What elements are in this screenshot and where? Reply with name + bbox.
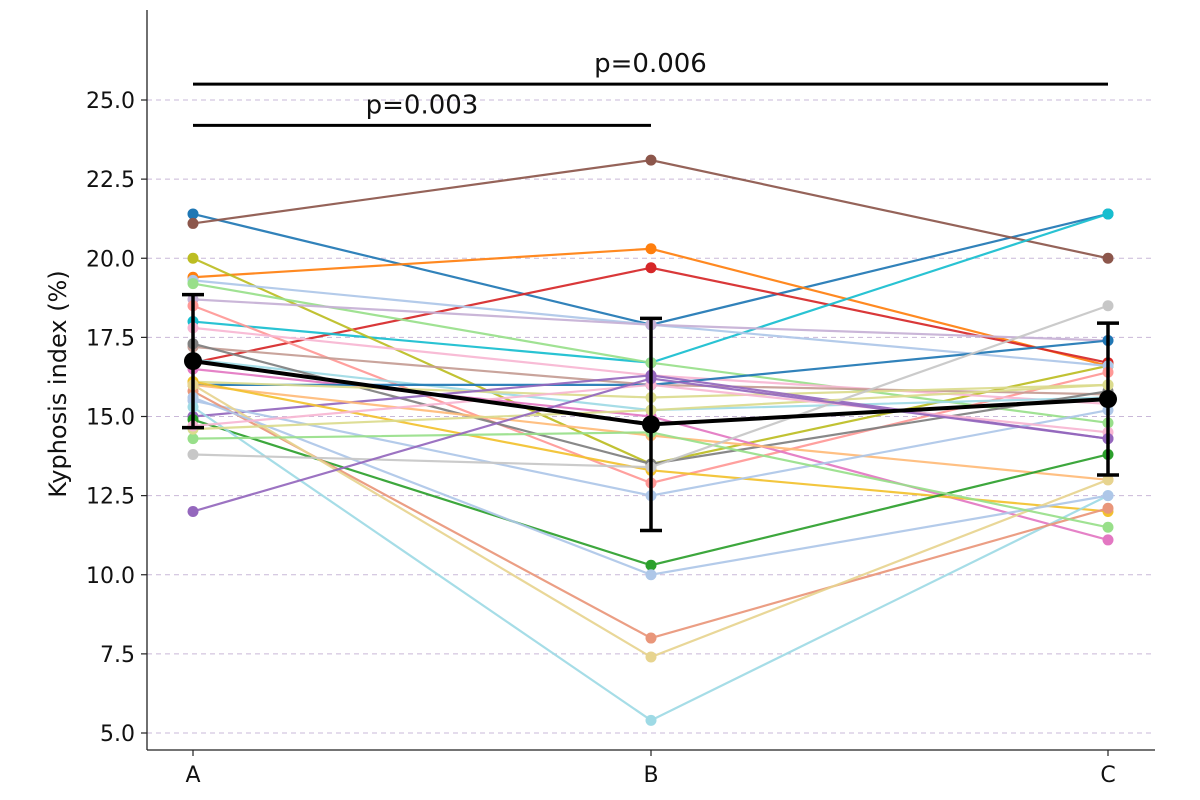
y-tick-label: 7.5 xyxy=(100,643,135,668)
subject-point xyxy=(645,651,657,663)
mean-series xyxy=(182,292,1119,533)
y-tick-label: 20.0 xyxy=(86,247,135,272)
subject-point xyxy=(187,208,199,220)
subject-point xyxy=(187,505,199,517)
subject-point xyxy=(187,217,199,229)
subject-series xyxy=(187,154,1114,264)
subject-point xyxy=(1102,300,1114,312)
subject-point xyxy=(187,278,199,290)
subject-point xyxy=(1102,252,1114,264)
subject-point xyxy=(1102,521,1114,533)
y-tick-label: 12.5 xyxy=(86,485,135,510)
subject-point xyxy=(187,252,199,264)
y-tick-label: 5.0 xyxy=(100,722,135,747)
subject-point xyxy=(645,569,657,581)
subject-point xyxy=(187,433,199,445)
x-tick-label: C xyxy=(1100,763,1115,788)
subject-point xyxy=(645,632,657,644)
y-tick-label: 17.5 xyxy=(86,326,135,351)
subject-point xyxy=(1102,208,1114,220)
p-value-label: p=0.006 xyxy=(594,49,707,79)
subject-series xyxy=(187,392,1114,581)
axes xyxy=(141,10,1155,756)
y-tick-label: 25.0 xyxy=(86,89,135,114)
subject-point xyxy=(1102,474,1114,486)
p-value-label: p=0.003 xyxy=(366,90,479,120)
subject-point xyxy=(645,559,657,571)
x-tick-label: A xyxy=(185,763,200,788)
mean-point xyxy=(1099,390,1117,409)
x-tick-label: B xyxy=(643,763,658,788)
subject-point xyxy=(645,243,657,255)
subject-point xyxy=(645,262,657,274)
subject-point xyxy=(1102,534,1114,546)
subject-point xyxy=(645,154,657,166)
subject-point xyxy=(1102,490,1114,502)
subject-point xyxy=(187,448,199,460)
y-tick-label: 10.0 xyxy=(86,564,135,589)
y-tick-label: 22.5 xyxy=(86,168,135,193)
subject-point xyxy=(1102,502,1114,514)
tick-labels: 5.0 7.5 10.0 12.5 15.0 17.5 20.0 22.5 25.0 A B C xyxy=(86,89,1116,788)
subject-point xyxy=(645,714,657,726)
y-tick-label: 15.0 xyxy=(86,406,135,431)
mean-point xyxy=(184,352,202,371)
y-axis-label: Kyphosis index (%) xyxy=(44,270,72,497)
significance-annotations: p=0.003 p=0.006 xyxy=(193,49,1108,127)
mean-point xyxy=(642,415,660,434)
